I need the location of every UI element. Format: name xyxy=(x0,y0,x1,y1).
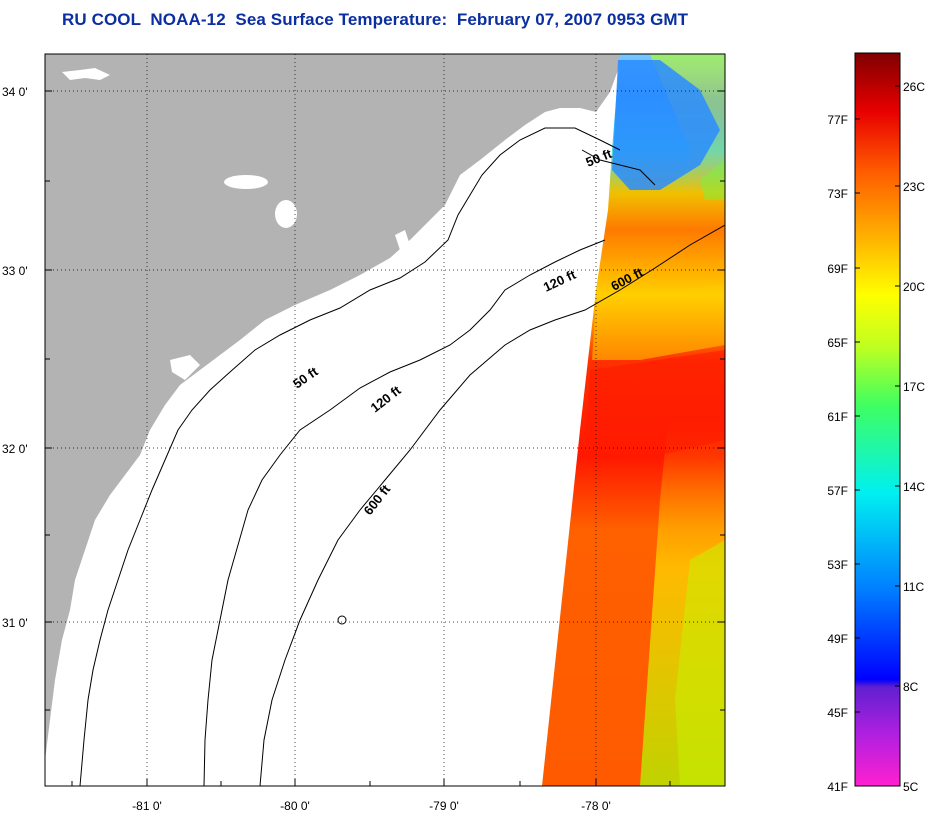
depth-contours xyxy=(79,127,725,786)
colorbar-c-5: 5C xyxy=(903,780,919,794)
land-mass xyxy=(45,54,625,760)
colorbar-f-57: 57F xyxy=(827,484,848,498)
lat-label-33: 33 0' xyxy=(2,264,28,278)
colorbar-f-61: 61F xyxy=(827,410,848,424)
lon-label-79: -79 0' xyxy=(429,799,459,813)
colorbar-f-45: 45F xyxy=(827,706,848,720)
lat-label-31: 31 0' xyxy=(2,616,28,630)
lon-label-78: -78 0' xyxy=(581,799,611,813)
sst-southeast-green xyxy=(675,540,725,786)
lon-label-81: -81 0' xyxy=(132,799,162,813)
map-border xyxy=(44,53,726,787)
colorbar-c-8: 8C xyxy=(903,680,919,694)
sst-warm-core xyxy=(585,350,725,460)
colorbar-c-20: 20C xyxy=(903,280,925,294)
inland-water xyxy=(62,68,410,380)
colorbar-f-53: 53F xyxy=(827,558,848,572)
sst-cold-water xyxy=(612,60,720,190)
lon-label-80: -80 0' xyxy=(280,799,310,813)
colorbar-c-11: 11C xyxy=(903,580,924,594)
colorbar-c-26: 26C xyxy=(903,80,925,94)
sst-mid-band xyxy=(592,285,725,360)
lat-label-32: 32 0' xyxy=(2,442,28,456)
colorbar-f-73: 73F xyxy=(827,187,848,201)
lat-label-34: 34 0' xyxy=(2,85,28,99)
colorbar-ticks xyxy=(855,85,900,713)
map-title: RU COOL NOAA-12 Sea Surface Temperature:… xyxy=(62,10,689,29)
colorbar-f-69: 69F xyxy=(827,262,848,276)
colorbar-c-17: 17C xyxy=(903,380,925,394)
colorbar-c-14: 14C xyxy=(903,480,925,494)
map-grid xyxy=(45,54,725,786)
colorbar-f-41: 41F xyxy=(827,780,848,794)
colorbar-f-49: 49F xyxy=(827,632,848,646)
map-ticks xyxy=(45,90,725,786)
colorbar-c-23: 23C xyxy=(903,180,925,194)
sst-coastal-green xyxy=(700,160,725,200)
colorbar-f-65: 65F xyxy=(827,336,848,350)
colorbar xyxy=(854,52,901,787)
colorbar-f-77: 77F xyxy=(827,113,848,127)
